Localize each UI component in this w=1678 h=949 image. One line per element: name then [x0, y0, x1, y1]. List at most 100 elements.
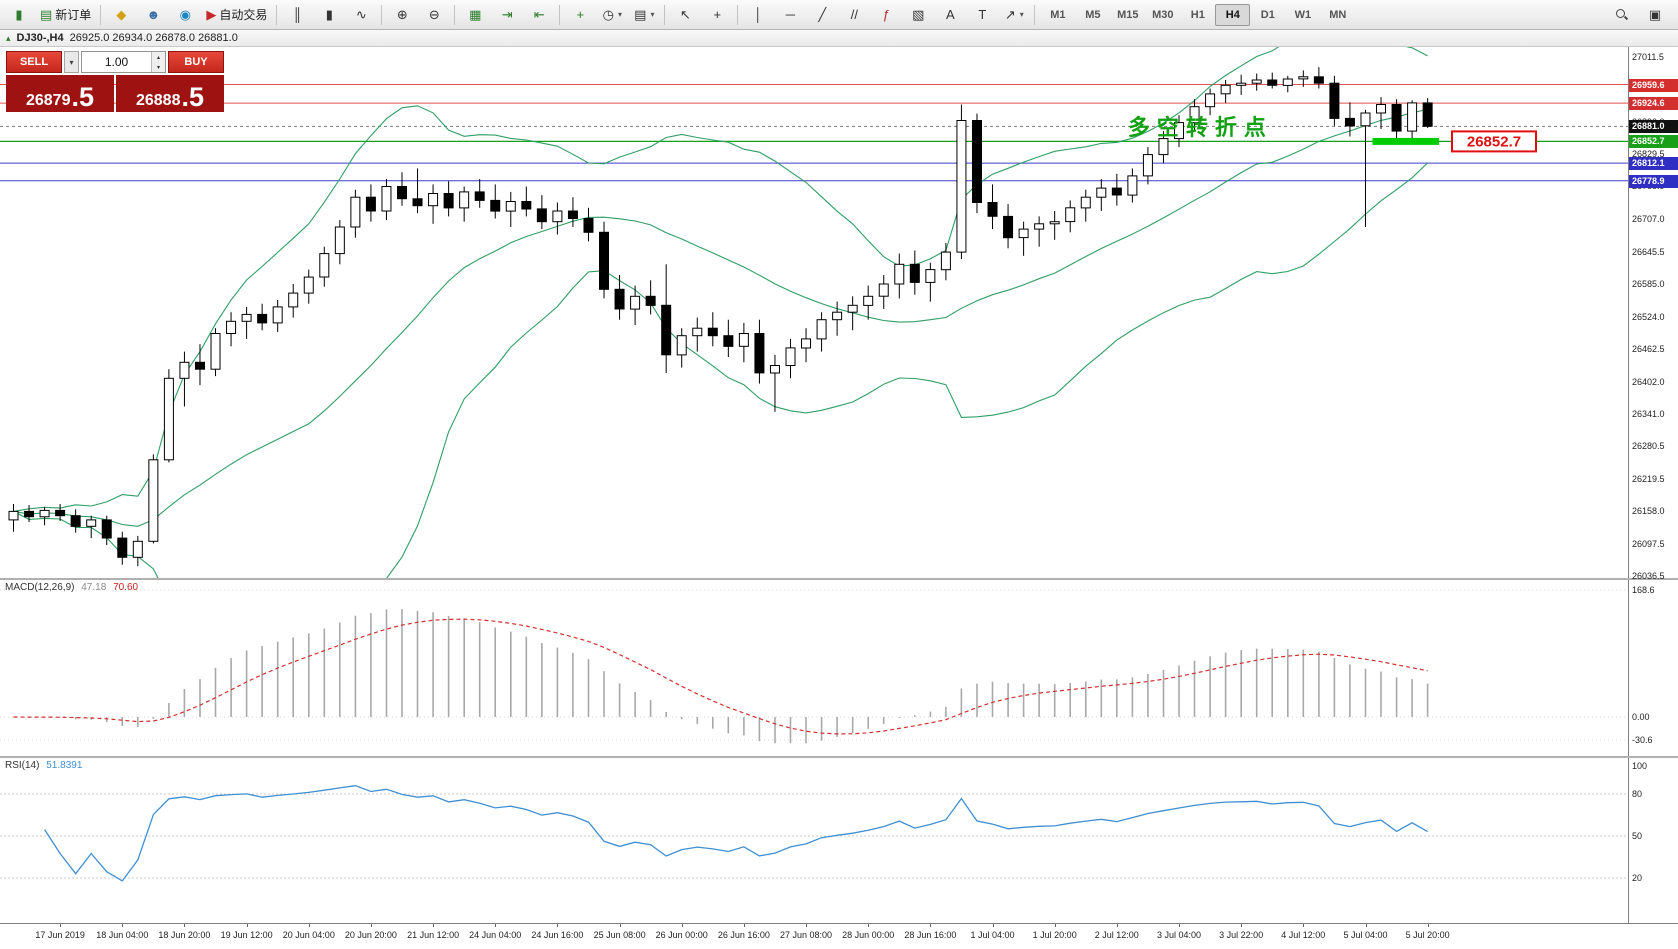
autotrade-button[interactable]: ▶ 自动交易 — [202, 3, 271, 27]
cursor-button-icon: ↖ — [679, 7, 691, 22]
shapes-button[interactable]: ▧ — [903, 3, 933, 27]
sell-options-caret[interactable]: ▾ — [64, 51, 79, 73]
time-axis-tick — [619, 924, 621, 927]
volume-up-icon[interactable]: ▴ — [152, 52, 165, 62]
price-tag-26959.6: 26959.6 — [1629, 78, 1678, 92]
panel-divider-2[interactable] — [0, 756, 1678, 758]
periods-button[interactable]: ◷ ▾ — [597, 3, 627, 27]
time-axis-label: 28 Jun 16:00 — [904, 930, 957, 940]
equidistant-channel-button[interactable]: // — [839, 3, 869, 27]
new-window-button[interactable]: ▣ — [1640, 3, 1670, 27]
crosshair-button-icon: + — [713, 7, 722, 22]
candlesticks — [8, 67, 1433, 567]
timeframe-w1[interactable]: W1 — [1294, 8, 1312, 21]
crosshair-button[interactable]: + — [702, 3, 732, 27]
price-flag-text: 26852.7 — [1467, 133, 1521, 150]
volume-down-icon[interactable]: ▾ — [152, 62, 165, 72]
price-axis[interactable]: 27011.526950.526890.026829.526768.926707… — [1628, 47, 1678, 581]
timeframe-m30[interactable]: M30 — [1152, 8, 1174, 21]
toolbar-separator — [559, 4, 561, 25]
macd-axis-label: 168.6 — [1632, 585, 1655, 595]
accounts-button[interactable]: ☻ — [138, 3, 168, 27]
price-axis-label: 26280.5 — [1632, 441, 1665, 452]
timeframe-m5[interactable]: M5 — [1085, 8, 1101, 21]
price-axis-label: 26707.0 — [1632, 214, 1665, 224]
macd-axis[interactable]: 168.6 0.00 -30.6 — [1628, 580, 1678, 756]
rsi-panel: RSI(14) 51.8391 100 80 50 20 — [0, 758, 1678, 923]
caret-down-icon: ▾ — [617, 10, 622, 19]
chart-shift-button-icon: ⇤ — [533, 7, 545, 22]
macd-axis-label: 0.00 — [1632, 712, 1650, 722]
sell-button[interactable]: SELL — [6, 51, 62, 73]
buy-button[interactable]: BUY — [168, 51, 224, 73]
horizontal-line-button-icon: ─ — [785, 7, 795, 22]
timeframe-m15[interactable]: M15 — [1117, 8, 1139, 21]
autotrade-button-label: 自动交易 — [219, 8, 268, 22]
macd-axis-label: -30.6 — [1632, 735, 1653, 745]
time-axis-label: 3 Jul 04:00 — [1156, 930, 1202, 940]
price-chart-area[interactable]: 26852.7 多空转折点 SELL ▾ 1.00 ▴ ▾ BUY — [0, 47, 1628, 578]
community-button[interactable]: ◉ — [170, 3, 200, 27]
text-button[interactable]: A — [935, 3, 965, 27]
auto-scroll-button[interactable]: ⇥ — [492, 3, 522, 27]
tile-windows-button-icon: ▦ — [469, 7, 482, 22]
vertical-line-button[interactable]: │ — [743, 3, 773, 27]
price-axis-label: 27011.5 — [1632, 51, 1664, 62]
zoom-out-button[interactable]: ⊖ — [419, 3, 449, 27]
trendline-button[interactable]: ╱ — [807, 3, 837, 27]
horizontal-line-button[interactable]: ─ — [775, 3, 805, 27]
rsi-axis-label: 100 — [1632, 761, 1648, 771]
templates-button[interactable]: ▤ ▾ — [629, 3, 659, 27]
timeframe-h4[interactable]: H4 — [1215, 3, 1251, 26]
bid-main-digits: 26879 — [25, 92, 71, 109]
chart-shift-button[interactable]: ⇤ — [524, 3, 554, 27]
fibonacci-button[interactable]: ƒ — [871, 3, 901, 27]
price-tag-26881.0: 26881.0 — [1629, 120, 1678, 134]
line-chart-button[interactable]: ∿ — [346, 3, 376, 27]
chart-annotation-text[interactable]: 多空转折点 — [1128, 115, 1273, 140]
time-axis-tick — [681, 924, 683, 927]
bollinger-middle-band — [13, 108, 1428, 527]
new-window-button-icon: ▣ — [1648, 7, 1662, 22]
market-watch-button[interactable]: ◆ — [106, 3, 136, 27]
zoom-in-button[interactable]: ⊕ — [387, 3, 417, 27]
macd-chart-area[interactable]: MACD(12,26,9) 47.18 70.60 — [0, 580, 1628, 756]
time-axis-label: 21 Jun 12:00 — [407, 930, 460, 940]
rsi-axis-label: 50 — [1632, 831, 1643, 841]
bid-price-display[interactable]: 26879 .5 — [6, 75, 114, 112]
timeframe-d1[interactable]: D1 — [1260, 8, 1275, 21]
timeframe-toolbar: M1 M5 M15 M30 H1 H4 D1 W1 MN — [1040, 3, 1355, 26]
search-button[interactable] — [1606, 3, 1636, 27]
timeframe-h1[interactable]: H1 — [1190, 8, 1205, 21]
zoom-out-button-icon: ⊖ — [428, 7, 440, 22]
highlighted-price-segment — [1372, 137, 1440, 145]
time-axis-tick — [122, 924, 124, 927]
volume-value[interactable]: 1.00 — [104, 55, 129, 69]
text-button-icon: A — [945, 7, 955, 22]
macd-signal-value: 70.60 — [113, 582, 139, 593]
new-order-button[interactable]: ▤ 新订单 — [36, 3, 95, 27]
indicators-button[interactable]: + — [565, 3, 595, 27]
panel-divider[interactable] — [0, 578, 1678, 580]
bar-chart-button[interactable]: ║ — [282, 3, 312, 27]
rsi-axis[interactable]: 100 80 50 20 — [1628, 758, 1678, 923]
timeframe-m1[interactable]: M1 — [1050, 8, 1066, 21]
cursor-button[interactable]: ↖ — [670, 3, 700, 27]
time-axis-tick — [246, 924, 248, 927]
arrows-button[interactable]: ↗ ▾ — [999, 3, 1029, 27]
time-axis-label: 18 Jun 20:00 — [158, 930, 211, 940]
time-axis-label: 17 Jun 2019 — [35, 930, 85, 940]
tile-windows-button[interactable]: ▦ — [460, 3, 490, 27]
rsi-chart-area[interactable]: RSI(14) 51.8391 — [0, 758, 1628, 923]
price-flag-box[interactable] — [1451, 130, 1537, 153]
volume-stepper[interactable]: 1.00 ▴ ▾ — [81, 51, 166, 73]
price-axis-label: 26829.5 — [1632, 148, 1665, 159]
equidistant-channel-button-icon: // — [850, 7, 858, 22]
ask-price-display[interactable]: 26888 .5 — [116, 75, 224, 112]
candlestick-chart-button[interactable]: ▮ — [314, 3, 344, 27]
time-axis-label: 4 Jul 12:00 — [1281, 930, 1326, 940]
time-axis[interactable]: 17 Jun 2019 18 Jun 04:00 18 Jun 20:00 19 Ju… — [0, 923, 1678, 949]
chart-ohlc-values: 26925.0 26934.0 26878.0 26881.0 — [69, 32, 238, 44]
label-button[interactable]: T — [967, 3, 997, 27]
timeframe-mn[interactable]: MN — [1329, 8, 1347, 21]
